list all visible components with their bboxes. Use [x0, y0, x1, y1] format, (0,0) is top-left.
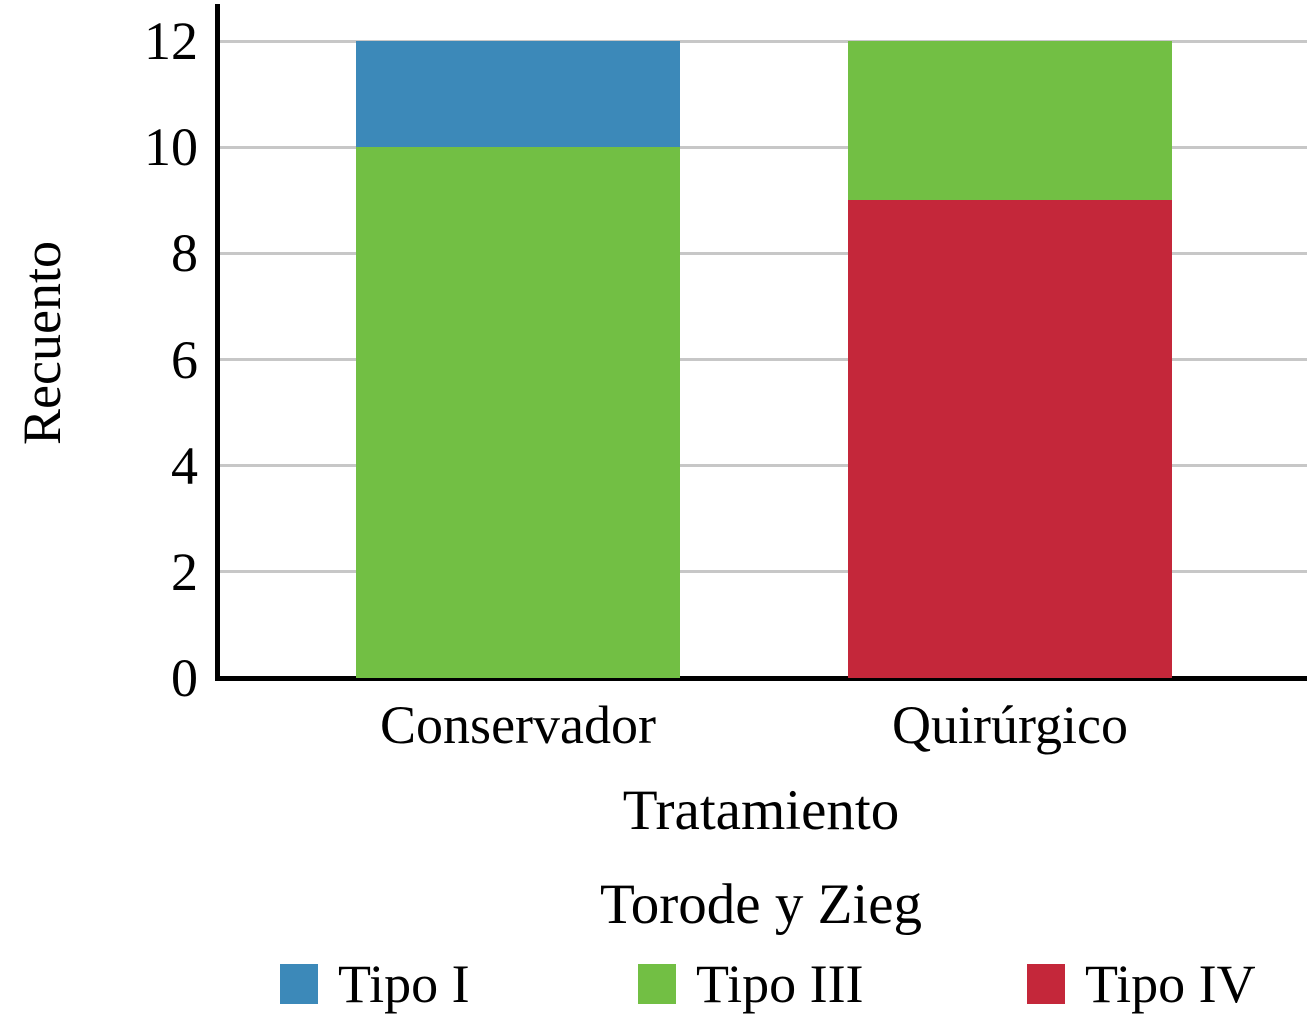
y-axis-line: [215, 4, 220, 681]
gridline-4: [220, 464, 1307, 468]
x-category-label-quir-rgico: Quirúrgico: [892, 695, 1128, 755]
gridline-12: [220, 39, 1307, 43]
y-tick-label-10: 10: [144, 117, 198, 178]
bar-segment-quir-rgico-tipo-iv: [848, 200, 1172, 678]
legend-item-label: Tipo III: [696, 954, 864, 1014]
legend-item-label: Tipo I: [338, 954, 470, 1014]
y-tick-label-2: 2: [171, 541, 198, 602]
bar-segment-conservador-tipo-i: [356, 41, 680, 148]
bar-segment-quir-rgico-tipo-iii: [848, 41, 1172, 201]
gridline-8: [220, 251, 1307, 255]
legend-title: Torode y Zieg: [599, 873, 923, 936]
gridline-2: [220, 570, 1307, 574]
y-tick-label-0: 0: [171, 648, 198, 708]
y-tick-label-12: 12: [144, 11, 198, 71]
legend-item-tipo-iii: Tipo III: [638, 954, 864, 1014]
x-category-label-conservador: Conservador: [380, 695, 656, 755]
legend-item-tipo-iv: Tipo IV: [1027, 954, 1256, 1014]
gridline-10: [220, 145, 1307, 149]
y-tick-label-8: 8: [171, 223, 198, 284]
legend-swatch-tipo-iv: [1027, 964, 1065, 1004]
y-tick-label-6: 6: [171, 329, 198, 390]
legend-item-label: Tipo IV: [1085, 954, 1256, 1014]
legend-swatch-tipo-iii: [638, 964, 676, 1004]
bar-segment-conservador-tipo-iii: [356, 147, 680, 678]
x-axis-title: Tratamiento: [622, 779, 900, 842]
legend-item-tipo-i: Tipo I: [280, 954, 470, 1014]
y-tick-label-4: 4: [171, 435, 198, 496]
gridline-6: [220, 358, 1307, 361]
legend-swatch-tipo-i: [280, 964, 318, 1004]
x-axis-line: [215, 676, 1307, 681]
